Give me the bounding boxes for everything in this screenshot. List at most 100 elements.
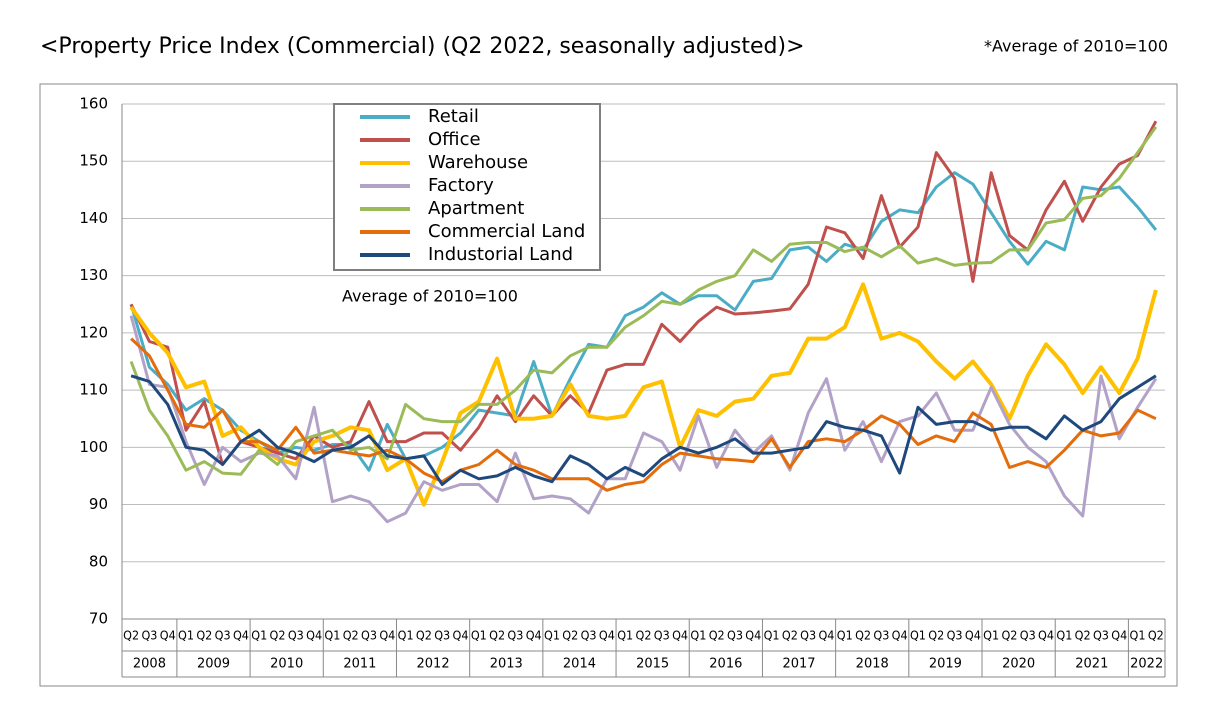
legend-label: Factory	[428, 175, 494, 196]
year-label: 2020	[1002, 657, 1035, 672]
x-tick-label: Q4	[526, 629, 542, 643]
series-line	[130, 374, 1157, 486]
x-tick-label: Q3	[215, 629, 231, 643]
series-line	[129, 171, 1158, 472]
series-line	[129, 120, 1158, 466]
series-line	[130, 337, 1157, 492]
x-tick-label: Q4	[1111, 629, 1127, 643]
legend-label: Apartment	[428, 198, 524, 219]
x-tick-label: Q1	[764, 629, 780, 643]
year-label: 2015	[636, 657, 669, 672]
y-tick-label: 130	[79, 266, 108, 284]
x-tick-label: Q1	[251, 629, 267, 643]
x-tick-label: Q1	[324, 629, 340, 643]
year-label: 2018	[856, 657, 889, 672]
x-tick-label: Q2	[636, 629, 652, 643]
note: *Average of 2010=100	[984, 37, 1168, 56]
x-tick-label: Q2	[270, 629, 286, 643]
year-label: 2019	[929, 657, 962, 672]
x-tick-label: Q4	[306, 629, 322, 643]
legend-label: Commercial Land	[428, 221, 585, 242]
y-tick-label: 70	[89, 610, 108, 628]
series-line	[129, 315, 1158, 524]
x-tick-label: Q3	[873, 629, 889, 643]
x-tick-label: Q2	[1148, 629, 1164, 643]
x-tick-label: Q4	[965, 629, 981, 643]
x-tick-label: Q2	[123, 629, 139, 643]
year-label: 2009	[197, 657, 230, 672]
y-tick-label: 80	[89, 552, 108, 570]
annotation: Average of 2010=100	[342, 287, 518, 306]
x-tick-label: Q3	[1093, 629, 1109, 643]
x-tick-label: Q1	[1130, 629, 1146, 643]
x-tick-label: Q4	[745, 629, 761, 643]
x-tick-label: Q2	[562, 629, 578, 643]
x-tick-label: Q3	[434, 629, 450, 643]
x-tick-label: Q3	[1020, 629, 1036, 643]
x-tick-label: Q3	[141, 629, 157, 643]
y-tick-label: 150	[79, 152, 108, 170]
legend-label: Office	[428, 129, 481, 150]
x-tick-label: Q2	[1075, 629, 1091, 643]
year-label: 2014	[563, 657, 596, 672]
x-tick-label: Q2	[709, 629, 725, 643]
y-tick-label: 160	[79, 95, 108, 113]
series-line	[129, 126, 1158, 476]
year-label: 2016	[709, 657, 742, 672]
x-tick-label: Q1	[690, 629, 706, 643]
x-tick-label: Q1	[544, 629, 560, 643]
x-tick-label: Q2	[782, 629, 798, 643]
legend-label: Industorial Land	[428, 244, 573, 265]
year-label: 2010	[270, 657, 303, 672]
x-tick-label: Q2	[928, 629, 944, 643]
y-tick-label: 110	[79, 381, 108, 399]
x-tick-label: Q1	[471, 629, 487, 643]
x-tick-label: Q4	[453, 629, 469, 643]
x-tick-label: Q1	[178, 629, 194, 643]
chart-title: <Property Price Index (Commercial) (Q2 2…	[40, 34, 805, 59]
y-tick-label: 140	[79, 209, 108, 227]
x-tick-label: Q1	[617, 629, 633, 643]
legend-label: Retail	[428, 106, 479, 127]
x-tick-label: Q4	[892, 629, 908, 643]
x-tick-label: Q2	[855, 629, 871, 643]
year-label: 2017	[782, 657, 815, 672]
x-tick-label: Q4	[233, 629, 249, 643]
year-label: 2011	[343, 657, 376, 672]
x-tick-label: Q1	[837, 629, 853, 643]
year-label: 2008	[133, 657, 166, 672]
x-tick-label: Q4	[379, 629, 395, 643]
x-tick-label: Q4	[160, 629, 176, 643]
y-tick-label: 120	[79, 323, 108, 341]
x-tick-label: Q4	[818, 629, 834, 643]
x-tick-label: Q3	[654, 629, 670, 643]
x-tick-label: Q2	[343, 629, 359, 643]
x-tick-label: Q3	[581, 629, 597, 643]
year-label: 2022	[1130, 657, 1163, 672]
year-label: 2013	[490, 657, 523, 672]
x-tick-label: Q2	[196, 629, 212, 643]
year-label: 2012	[417, 657, 450, 672]
x-tick-label: Q3	[507, 629, 523, 643]
x-tick-label: Q2	[416, 629, 432, 643]
legend-label: Warehouse	[428, 152, 528, 173]
x-tick-label: Q2	[1001, 629, 1017, 643]
year-label: 2021	[1075, 657, 1108, 672]
x-tick-label: Q4	[1038, 629, 1054, 643]
x-tick-label: Q3	[288, 629, 304, 643]
x-tick-label: Q4	[672, 629, 688, 643]
y-tick-label: 100	[79, 438, 108, 456]
x-tick-label: Q1	[1056, 629, 1072, 643]
x-tick-label: Q3	[727, 629, 743, 643]
x-tick-label: Q1	[983, 629, 999, 643]
y-tick-label: 90	[89, 495, 108, 513]
x-tick-label: Q4	[599, 629, 615, 643]
x-tick-label: Q3	[361, 629, 377, 643]
x-tick-label: Q3	[947, 629, 963, 643]
x-tick-label: Q1	[398, 629, 414, 643]
x-tick-label: Q2	[489, 629, 505, 643]
x-tick-label: Q1	[910, 629, 926, 643]
x-tick-label: Q3	[800, 629, 816, 643]
frame	[39, 83, 1178, 687]
